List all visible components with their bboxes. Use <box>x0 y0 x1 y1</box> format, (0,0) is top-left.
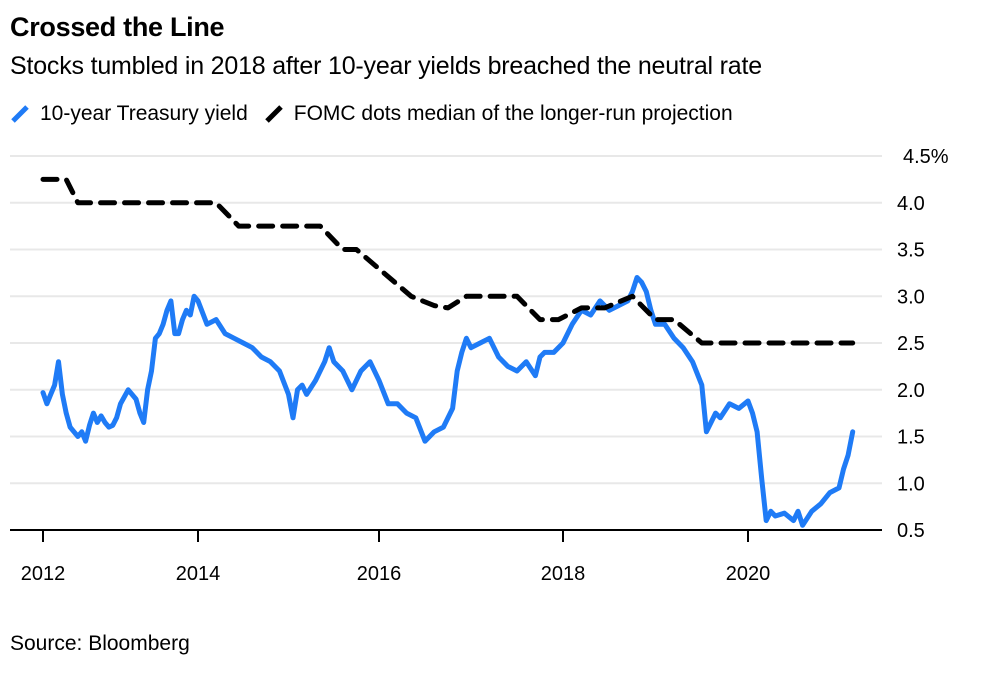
x-tick-label: 2012 <box>21 563 66 585</box>
x-axis: 2012 2014 2016 2018 2020 <box>10 529 882 585</box>
black-slash-icon <box>264 105 283 123</box>
chart-subtitle: Stocks tumbled in 2018 after 10-year yie… <box>10 52 762 80</box>
legend-label-fomc-dots: FOMC dots median of the longer-run proje… <box>293 102 733 125</box>
series-group <box>40 176 856 528</box>
legend-label-treasury-yield: 10-year Treasury yield <box>40 102 248 125</box>
legend-item-fomc-dots: FOMC dots median of the longer-run proje… <box>264 102 733 126</box>
chart-title: Crossed the Line <box>10 12 225 42</box>
y-tick-label: 0.5 <box>897 520 925 542</box>
series-treasury-yield-line <box>40 275 856 528</box>
x-tick-label: 2020 <box>726 563 771 585</box>
gridlines <box>10 155 882 485</box>
y-tick-label: 4.0 <box>897 193 925 215</box>
source-note: Source: Bloomberg <box>10 632 190 655</box>
y-tick-label: 4.5% <box>903 146 949 168</box>
y-tick-label: 3.0 <box>897 286 925 308</box>
x-tick-label: 2018 <box>541 563 586 585</box>
legend: 10-year Treasury yield FOMC dots median … <box>10 102 749 126</box>
y-tick-label: 2.0 <box>897 380 925 402</box>
y-tick-label: 3.5 <box>897 240 925 262</box>
x-tick-label: 2016 <box>357 563 402 585</box>
y-tick-label: 1.5 <box>897 427 925 449</box>
x-tick-label: 2014 <box>176 563 221 585</box>
series-fomc-dots-line <box>40 176 856 346</box>
y-tick-label: 1.0 <box>897 473 925 495</box>
blue-slash-icon <box>11 105 29 123</box>
y-axis: 0.5 1.0 1.5 2.0 2.5 3.0 3.5 4.0 4.5% <box>897 146 949 542</box>
legend-item-treasury-yield: 10-year Treasury yield <box>10 102 248 126</box>
y-tick-label: 2.5 <box>897 333 925 355</box>
